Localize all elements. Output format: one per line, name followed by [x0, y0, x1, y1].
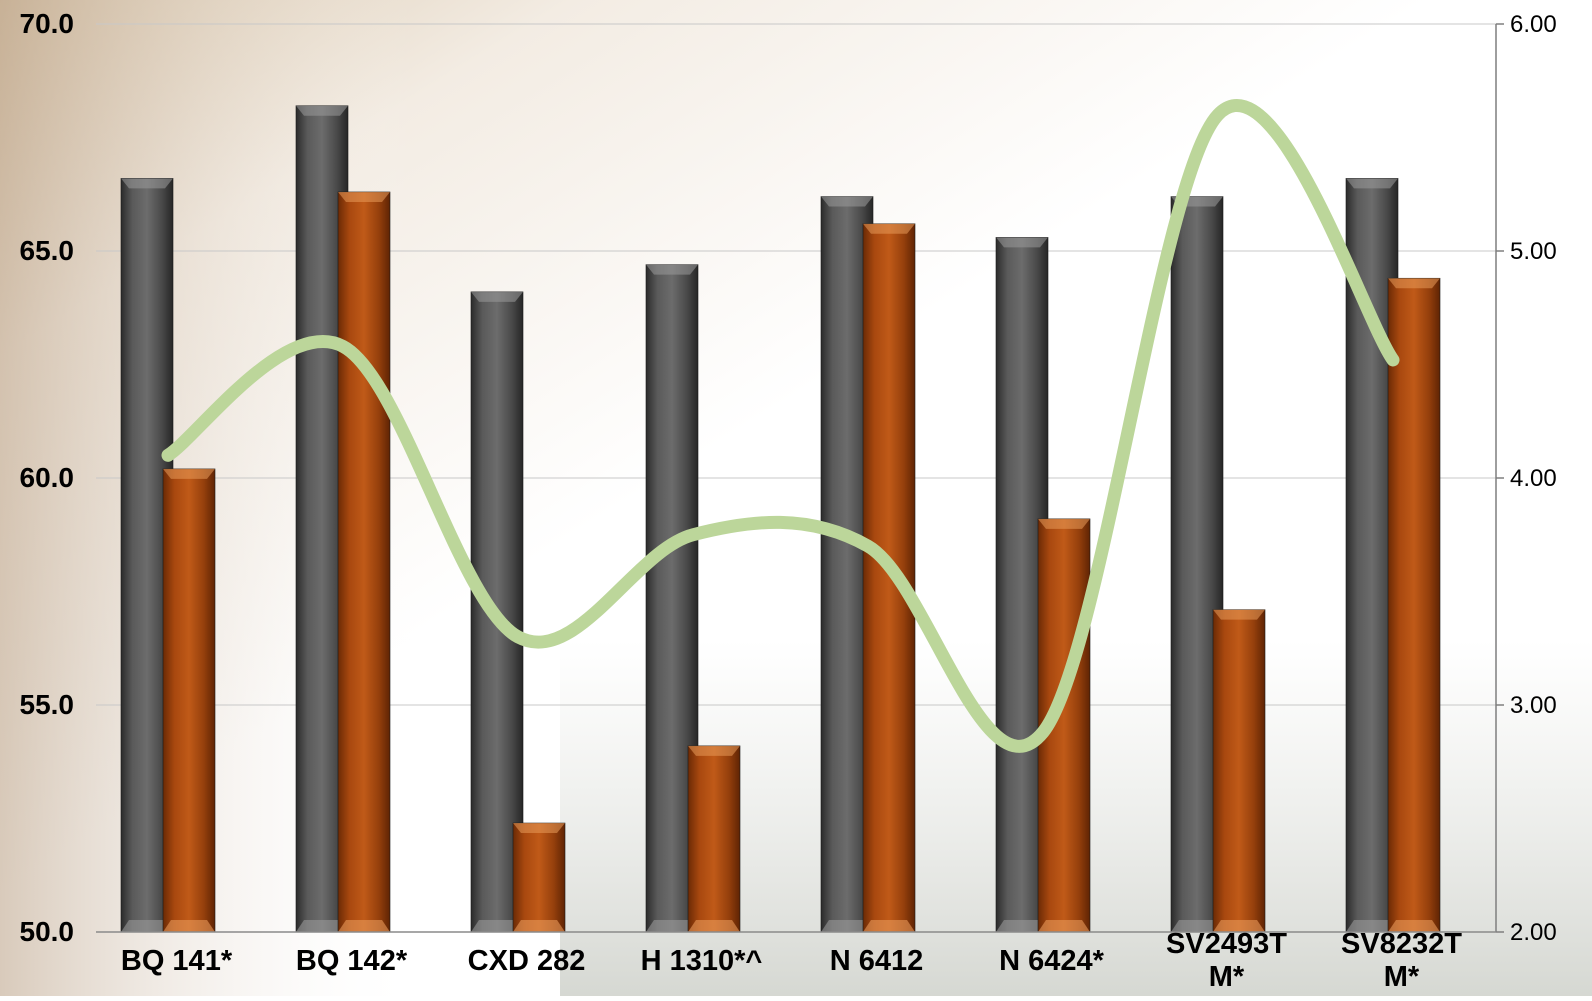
bar-series-2-body	[863, 224, 915, 932]
x-tick-label: N 6424*	[999, 945, 1105, 977]
x-tick-label: BQ 142*	[296, 945, 408, 977]
bar-series-2-base	[513, 920, 565, 932]
bar-series-2-body	[513, 823, 565, 932]
bar-series-2-cap	[1038, 519, 1090, 529]
bar-series-1-cap	[821, 197, 873, 207]
y-left-tick-label: 50.0	[20, 916, 75, 947]
bar-series-2-cap	[1388, 278, 1440, 288]
bar-series-2-cap	[863, 224, 915, 234]
bar-series-2	[513, 823, 565, 932]
bar-series-2-base	[863, 920, 915, 932]
bar-series-2-body	[163, 469, 215, 932]
y-right-tick-label: 5.00	[1510, 238, 1557, 265]
y-left-tick-label: 70.0	[20, 8, 75, 39]
bar-series-2	[863, 224, 915, 932]
bar-series-1-cap	[996, 237, 1048, 247]
y-right-tick-label: 4.00	[1510, 465, 1557, 492]
bar-series-2-body	[338, 192, 390, 932]
bar-series-2-base	[1038, 920, 1090, 932]
x-tick-label-line: SV2493T	[1166, 928, 1287, 960]
bar-series-2-base	[163, 920, 215, 932]
bar-series-2	[688, 746, 740, 932]
bar-series-1-cap	[296, 106, 348, 116]
bar-series-2-cap	[338, 192, 390, 202]
x-tick-label: BQ 141*	[121, 945, 233, 977]
y-left-tick-label: 65.0	[20, 235, 75, 266]
y-right-tick-label: 3.00	[1510, 692, 1557, 719]
bar-series-2-body	[688, 746, 740, 932]
y-right-tick-label: 6.00	[1510, 11, 1557, 38]
bar-series-2-base	[338, 920, 390, 932]
bar-series-1-cap	[121, 178, 173, 188]
bar-series-2	[1213, 610, 1265, 932]
y-left-tick-label: 55.0	[20, 689, 75, 720]
x-tick-label: N 6412	[830, 945, 924, 977]
bar-series-2-body	[1388, 278, 1440, 932]
y-left-tick-label: 60.0	[20, 462, 75, 493]
x-tick-label: CXD 282	[468, 945, 586, 977]
bar-series-2	[1388, 278, 1440, 932]
bar-series-2-cap	[163, 469, 215, 479]
x-tick-label-line: M*	[1209, 961, 1245, 993]
bar-series-2-cap	[513, 823, 565, 833]
bar-series-2	[338, 192, 390, 932]
bar-series-2-cap	[688, 746, 740, 756]
bar-series-2-body	[1213, 610, 1265, 932]
bar-series-2-base	[688, 920, 740, 932]
bar-series-1-cap	[1346, 178, 1398, 188]
x-tick-label-line: M*	[1384, 961, 1420, 993]
y-right-tick-label: 2.00	[1510, 919, 1557, 946]
x-tick-label: H 1310*^	[641, 945, 763, 977]
bar-series-1-cap	[646, 265, 698, 275]
bar-series-2-cap	[1213, 610, 1265, 620]
bar-series-1-cap	[471, 292, 523, 302]
x-tick-label-line: SV8232T	[1341, 928, 1462, 960]
bar-series-2	[163, 469, 215, 932]
